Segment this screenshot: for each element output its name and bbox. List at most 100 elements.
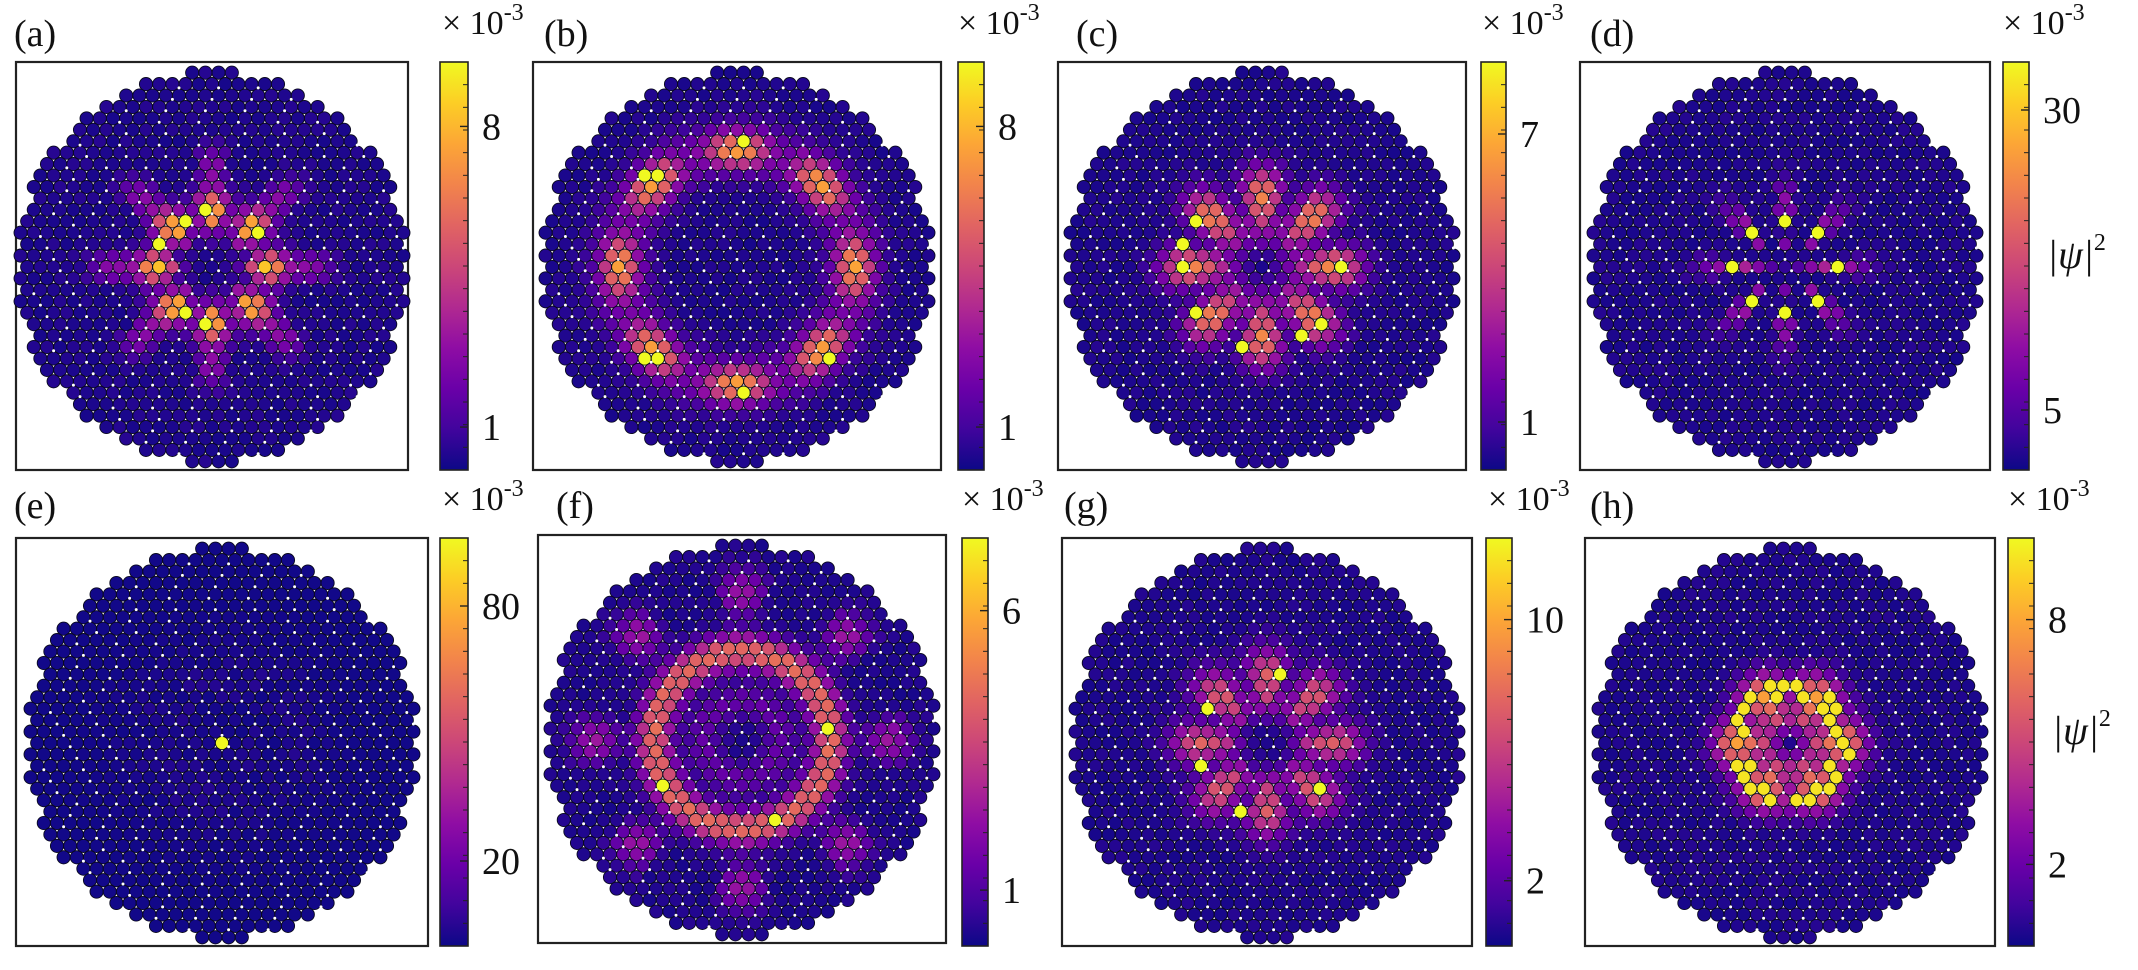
lattice-site — [1208, 339, 1223, 355]
lattice-site — [119, 88, 134, 103]
lattice-site — [1599, 248, 1614, 263]
lattice-site — [1784, 454, 1799, 469]
lattice-site — [208, 678, 223, 693]
lattice-site — [776, 294, 791, 309]
lattice-site — [218, 397, 233, 412]
lattice-site — [204, 168, 220, 183]
lattice-site — [1705, 317, 1720, 332]
lattice-site — [303, 317, 319, 332]
lattice-site — [43, 735, 58, 751]
lattice-site — [26, 179, 41, 195]
interstitial-dot — [623, 200, 627, 204]
lattice-site — [1419, 248, 1435, 263]
lattice-site — [769, 305, 784, 320]
lattice-site — [148, 644, 164, 659]
lattice-site — [158, 431, 173, 446]
lattice-site — [1221, 134, 1237, 149]
lattice-site — [105, 111, 121, 126]
lattice-site — [188, 598, 203, 613]
lattice-site — [208, 770, 223, 785]
lattice-site — [1909, 328, 1925, 343]
lattice-site — [369, 225, 385, 240]
lattice-site — [1294, 397, 1309, 412]
interstitial-dot — [1260, 372, 1264, 376]
interstitial-dot — [104, 189, 108, 193]
interstitial-dot — [131, 349, 135, 353]
interstitial-dot — [1691, 143, 1695, 147]
interstitial-dot — [1392, 166, 1396, 170]
interstitial-dot — [689, 315, 693, 319]
lattice-site — [644, 88, 659, 103]
lattice-site — [795, 351, 811, 366]
lattice-site — [1301, 271, 1316, 286]
lattice-site — [723, 202, 738, 217]
lattice-site — [1659, 191, 1674, 206]
lattice-site — [125, 237, 140, 252]
lattice-site — [195, 610, 210, 625]
lattice-site — [1287, 317, 1303, 332]
lattice-site — [237, 202, 253, 217]
lattice-site — [1665, 339, 1680, 355]
lattice-site — [406, 747, 421, 762]
lattice-site — [743, 214, 758, 229]
interstitial-dot — [1757, 280, 1761, 284]
lattice-site — [119, 431, 134, 446]
interstitial-dot — [1895, 132, 1899, 136]
lattice-site — [313, 815, 329, 831]
lattice-site — [802, 225, 817, 240]
lattice-site — [690, 77, 705, 92]
lattice-site — [597, 168, 613, 183]
lattice-site — [776, 88, 791, 103]
lattice-site — [644, 294, 659, 309]
lattice-site — [1340, 385, 1355, 400]
interstitial-dot — [722, 395, 726, 399]
lattice-site — [1804, 259, 1819, 275]
interstitial-dot — [1207, 417, 1211, 421]
lattice-site — [366, 770, 381, 785]
lattice-site — [1261, 157, 1276, 172]
lattice-site — [251, 385, 266, 400]
lattice-site — [1929, 294, 1944, 309]
lattice-site — [670, 248, 685, 263]
lattice-site — [1142, 271, 1157, 286]
interstitial-dot — [388, 292, 392, 296]
lattice-site — [1962, 237, 1977, 252]
lattice-site — [1360, 374, 1375, 389]
lattice-site — [119, 179, 134, 195]
lattice-site — [644, 362, 659, 377]
lattice-site — [251, 157, 266, 172]
lattice-site — [1307, 168, 1322, 183]
lattice-site — [690, 442, 705, 457]
lattice-site — [1718, 339, 1733, 355]
lattice-site — [274, 815, 289, 831]
lattice-site — [221, 770, 236, 785]
lattice-site — [1725, 259, 1740, 275]
interstitial-dot — [1326, 417, 1330, 421]
lattice-site — [72, 122, 88, 137]
lattice-site — [1711, 214, 1727, 229]
interstitial-dot — [715, 177, 719, 181]
lattice-site — [228, 598, 243, 613]
lattice-site — [1400, 168, 1415, 183]
interstitial-dot — [1750, 269, 1754, 273]
lattice-site — [828, 294, 844, 309]
lattice-site — [1665, 134, 1680, 149]
lattice-site — [317, 317, 332, 332]
lattice-site — [723, 339, 738, 355]
interstitial-dot — [1651, 303, 1655, 307]
interstitial-dot — [1829, 337, 1833, 341]
interstitial-dot — [682, 395, 686, 399]
interstitial-dot — [210, 349, 214, 353]
lattice-site — [340, 678, 355, 693]
lattice-site — [1103, 294, 1118, 309]
lattice-site — [1400, 351, 1415, 366]
lattice-site — [1373, 237, 1388, 252]
lattice-site — [1175, 328, 1190, 343]
lattice-site — [336, 259, 352, 275]
lattice-site — [267, 690, 282, 705]
lattice-site — [56, 735, 71, 751]
lattice-site — [1334, 259, 1349, 275]
interstitial-dot — [1889, 143, 1893, 147]
lattice-site — [604, 248, 619, 263]
lattice-site — [769, 122, 784, 137]
